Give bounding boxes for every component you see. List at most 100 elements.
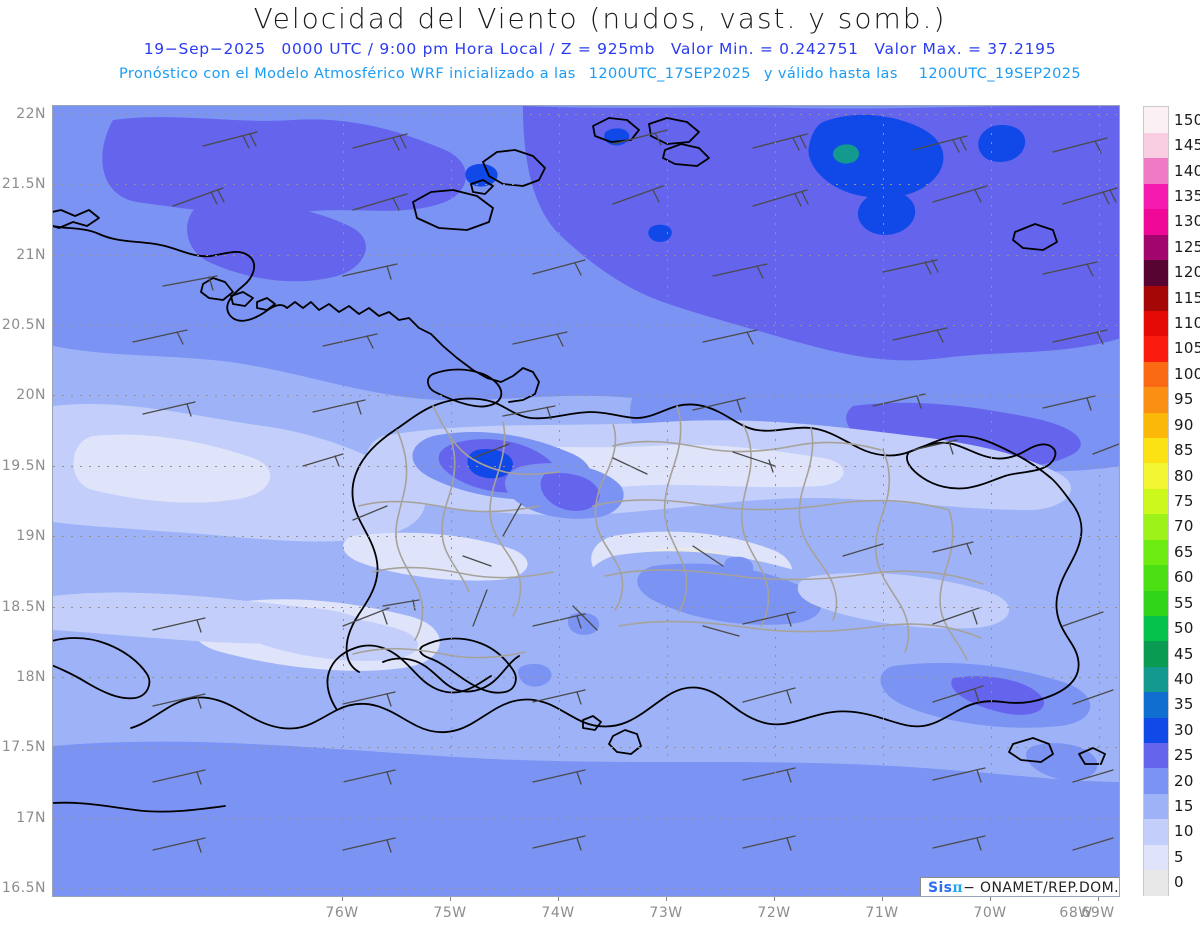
gridline-lat-18n: [53, 677, 1119, 678]
gridline-lon-72w: [775, 106, 776, 896]
colorbar-label-50: 50: [1174, 619, 1194, 638]
colorbar-label-90: 90: [1174, 415, 1194, 434]
model-text-a: Pronóstico con el Modelo Atmosférico WRF…: [119, 66, 576, 82]
logo-pi-icon: π: [952, 880, 964, 896]
colorbar-band-105: [1144, 335, 1168, 362]
model-valid-time: 1200UTC_19SEP2025: [918, 66, 1081, 82]
colorbar-label-120: 120: [1174, 263, 1200, 282]
colorbar-label-130: 130: [1174, 212, 1200, 231]
x-axis-tick-68w: 68W: [1059, 905, 1093, 921]
colorbar-label-110: 110: [1174, 314, 1200, 333]
x-axis-tick-70w: 70W: [973, 905, 1007, 921]
colorbar-band-100: [1144, 361, 1168, 388]
colorbar-label-0: 0: [1174, 873, 1184, 892]
colorbar-band-50: [1144, 615, 1168, 642]
colorbar-label-150: 150: [1174, 110, 1200, 129]
colorbar-label-15: 15: [1174, 797, 1194, 816]
y-axis-tick-21n: 21N: [16, 247, 46, 263]
colorbar-label-30: 30: [1174, 720, 1194, 739]
shading-and-geography-svg: [53, 106, 1119, 896]
x-axis-tickmark-74W: [558, 897, 559, 901]
colorbar-band-80: [1144, 462, 1168, 489]
y-axis-tick-19-5n: 19.5N: [1, 458, 46, 474]
x-axis-tick-72w: 72W: [757, 905, 791, 921]
gridline-lon-74w: [559, 106, 560, 896]
colorbar-label-125: 125: [1174, 237, 1200, 256]
colorbar-band-75: [1144, 488, 1168, 515]
colorbar-label-80: 80: [1174, 466, 1194, 485]
colorbar-band-95: [1144, 386, 1168, 413]
gridline-lat-21n: [53, 255, 1119, 256]
gridline-lat-20-5n: [53, 325, 1119, 326]
gridline-lat-16-5n: [53, 888, 1119, 889]
colorbar-label-20: 20: [1174, 771, 1194, 790]
x-axis-tick-71w: 71W: [865, 905, 899, 921]
y-axis-tick-18-5n: 18.5N: [1, 599, 46, 615]
y-axis-tick-17n: 17N: [16, 810, 46, 826]
colorbar-band-15: [1144, 793, 1168, 820]
colorbar-band-85: [1144, 437, 1168, 464]
colorbar-band-145: [1144, 132, 1168, 159]
gridline-lon-76w: [343, 106, 344, 896]
colorbar-band-140: [1144, 157, 1168, 184]
colorbar-label-70: 70: [1174, 517, 1194, 536]
colorbar-band-20: [1144, 767, 1168, 794]
gridline-lat-21-5n: [53, 184, 1119, 185]
forecast-metadata-line: 19−Sep−2025 0000 UTC / 9:00 pm Hora Loca…: [0, 40, 1200, 58]
x-axis-tick-69w: 69W: [1081, 905, 1115, 921]
colorbar-band-90: [1144, 412, 1168, 439]
pressure-level: Z = 925mb: [560, 40, 656, 58]
x-axis-tick-73w: 73W: [649, 905, 683, 921]
colorbar-band-30: [1144, 717, 1168, 744]
x-axis-tickmark-75W: [450, 897, 451, 901]
x-axis-tick-74w: 74W: [541, 905, 575, 921]
colorbar-band-60: [1144, 564, 1168, 591]
colorbar-band-115: [1144, 284, 1168, 311]
colorbar-band-25: [1144, 742, 1168, 769]
gridline-lat-17-5n: [53, 747, 1119, 748]
y-axis-tick-17-5n: 17.5N: [1, 739, 46, 755]
colorbar-label-65: 65: [1174, 542, 1194, 561]
colorbar-label-75: 75: [1174, 492, 1194, 510]
colorbar-label-35: 35: [1174, 695, 1194, 714]
colorbar-band-0: [1144, 869, 1168, 896]
colorbar-label-145: 145: [1174, 136, 1200, 155]
model-description-line: Pronóstico con el Modelo Atmosférico WRF…: [0, 66, 1200, 82]
y-axis-tick-16-5n: 16.5N: [1, 880, 46, 896]
colorbar-label-135: 135: [1174, 186, 1200, 205]
map-plot-area[interactable]: Sisπ− ONAMET/REP.DOM.: [52, 105, 1120, 897]
x-axis-tick-75w: 75W: [433, 905, 467, 921]
model-init-time: 1200UTC_17SEP2025: [588, 66, 751, 82]
x-axis-tickmark-76W: [342, 897, 343, 901]
colorbar-band-40: [1144, 666, 1168, 693]
gridline-lat-20n: [53, 395, 1119, 396]
colorbar-band-120: [1144, 259, 1168, 286]
colorbar[interactable]: [1143, 106, 1169, 896]
valid-utc-time: 0000 UTC: [281, 40, 363, 58]
colorbar-band-55: [1144, 589, 1168, 616]
x-axis-tickmark-73W: [666, 897, 667, 901]
x-axis-tickmark-69W: [1098, 897, 1099, 901]
separator-1: /: [367, 40, 374, 58]
colorbar-label-60: 60: [1174, 568, 1194, 587]
colorbar-label-10: 10: [1174, 822, 1194, 841]
value-max: Valor Max. = 37.2195: [874, 40, 1057, 58]
colorbar-label-100: 100: [1174, 364, 1200, 383]
wind-speed-shading: [53, 106, 1119, 896]
gridline-lon-71w: [883, 106, 884, 896]
colorbar-band-150: [1144, 107, 1168, 134]
model-text-b: y válido hasta las: [763, 66, 898, 82]
logo-agency-text: − ONAMET/REP.DOM.: [963, 880, 1119, 896]
y-axis-tick-19n: 19N: [16, 528, 46, 544]
gridline-lon-70w: [991, 106, 992, 896]
y-axis-tick-22n: 22N: [16, 106, 46, 122]
gridline-lon-69w: [1099, 106, 1100, 896]
colorbar-label-5: 5: [1174, 847, 1184, 866]
colorbar-label-105: 105: [1174, 339, 1200, 358]
colorbar-band-65: [1144, 539, 1168, 566]
colorbar-band-130: [1144, 208, 1168, 235]
colorbar-band-45: [1144, 640, 1168, 667]
gridline-lat-19-5n: [53, 466, 1119, 467]
colorbar-label-85: 85: [1174, 441, 1194, 460]
valid-local-time: 9:00 pm Hora Local: [379, 40, 544, 58]
